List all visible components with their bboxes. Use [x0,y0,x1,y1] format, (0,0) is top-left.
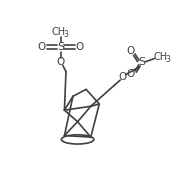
Text: 3: 3 [165,55,170,64]
Text: O: O [119,72,127,82]
Text: S: S [57,42,64,52]
Text: CH: CH [153,52,168,62]
Text: O: O [38,42,46,52]
Text: CH: CH [52,27,66,37]
Text: 3: 3 [63,30,68,39]
Text: S: S [138,57,146,67]
Text: O: O [126,46,135,56]
Text: O: O [75,42,83,52]
Text: O: O [56,57,65,67]
Text: O: O [126,69,135,79]
